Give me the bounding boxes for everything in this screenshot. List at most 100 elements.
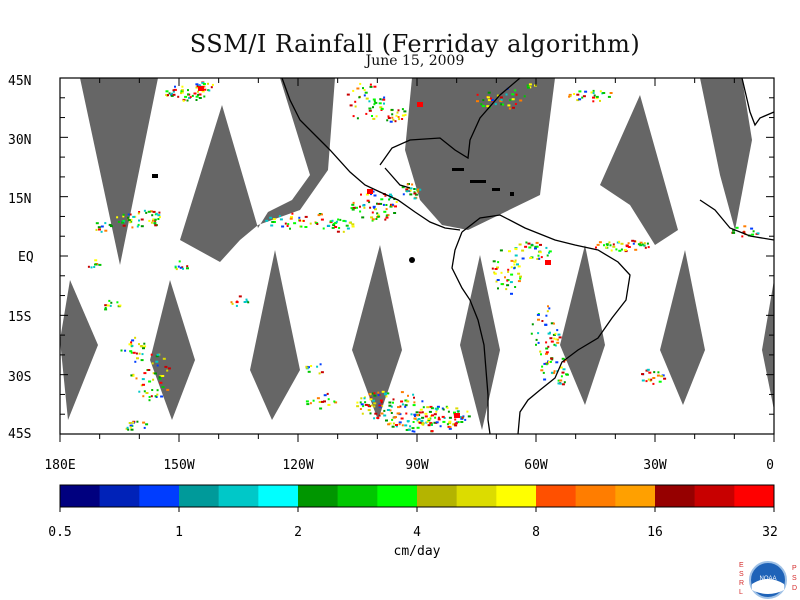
rain-pixel xyxy=(161,375,165,377)
rain-pixel xyxy=(413,430,416,433)
rain-pixel xyxy=(430,423,433,426)
rain-pixel xyxy=(352,201,355,204)
rain-pixel xyxy=(179,266,182,269)
rain-pixel xyxy=(373,194,377,197)
rain-pixel xyxy=(128,343,132,346)
rain-pixel xyxy=(555,338,558,341)
rain-pixel xyxy=(95,228,98,231)
rain-pixel xyxy=(595,95,599,98)
rain-pixel xyxy=(545,341,548,344)
rain-pixel xyxy=(544,323,548,326)
rain-pixel xyxy=(127,219,131,222)
rain-pixel xyxy=(377,202,380,205)
rain-pixel xyxy=(561,383,565,386)
coastline-segment xyxy=(741,77,775,127)
rain-pixel xyxy=(167,367,171,370)
colorbar-swatch xyxy=(337,485,378,507)
rain-pixel xyxy=(565,373,569,376)
rain-pixel xyxy=(159,381,163,384)
rain-pixel xyxy=(547,332,551,335)
rain-pixel xyxy=(318,213,322,215)
rain-pixel xyxy=(380,109,383,111)
rain-pixel xyxy=(434,416,437,419)
island xyxy=(152,174,158,178)
rain-pixel xyxy=(279,218,283,221)
rain-pixel xyxy=(333,400,336,403)
rain-pixel xyxy=(400,417,404,420)
rain-pixel xyxy=(316,365,319,368)
rain-pixel xyxy=(348,221,352,224)
rain-pixel xyxy=(517,272,521,275)
rain-pixel xyxy=(319,363,322,366)
rain-pixel xyxy=(351,223,355,226)
rain-pixel xyxy=(607,95,611,98)
rain-pixel xyxy=(525,241,528,244)
chart-subtitle: June 15, 2009 xyxy=(365,53,465,69)
rain-pixel xyxy=(453,423,456,426)
rain-pixel xyxy=(127,428,130,431)
rain-pixel xyxy=(508,107,511,110)
rain-pixel xyxy=(536,258,540,260)
rain-pixel xyxy=(514,247,518,250)
rain-pixel xyxy=(153,222,157,225)
rain-pixel xyxy=(289,217,293,220)
rain-pixel xyxy=(553,343,556,346)
rain-pixel xyxy=(416,188,420,191)
colorbar-swatch xyxy=(99,485,140,507)
rain-pixel xyxy=(387,423,391,426)
rain-pixel xyxy=(359,210,362,213)
rain-pixel xyxy=(386,214,390,217)
rain-pixel xyxy=(425,421,428,424)
rain-pixel xyxy=(182,267,184,270)
rain-pixel xyxy=(618,249,622,252)
rain-pixel xyxy=(378,403,381,406)
rain-pixel xyxy=(460,417,464,420)
rain-pixel xyxy=(639,241,643,244)
rain-pixel xyxy=(385,395,388,398)
rain-pixel xyxy=(147,369,151,371)
map-ticks xyxy=(59,77,775,442)
rain-pixel xyxy=(545,347,549,350)
rain-pixel xyxy=(359,408,362,410)
rain-pixel xyxy=(372,190,375,193)
rain-pixel xyxy=(386,409,390,411)
rain-pixel xyxy=(413,413,417,416)
rain-pixel xyxy=(557,382,560,385)
rain-pixel xyxy=(608,241,611,244)
rain-pixel xyxy=(230,301,233,304)
rain-pixel xyxy=(207,89,210,92)
rain-pixel xyxy=(526,84,529,87)
rain-pixel xyxy=(198,93,202,96)
rain-pixel xyxy=(158,377,162,380)
rain-pixel xyxy=(578,98,582,101)
rain-pixel xyxy=(156,389,159,392)
rain-pixel xyxy=(327,224,331,227)
colorbar-swatch xyxy=(456,485,497,507)
rain-pixel xyxy=(391,425,395,428)
rain-pixel xyxy=(392,118,395,121)
rain-pixel xyxy=(603,244,605,247)
rain-pixel xyxy=(497,287,499,290)
rain-pixel xyxy=(154,395,157,398)
rain-pixel xyxy=(553,371,556,374)
rain-pixel xyxy=(337,218,340,221)
rain-pixel xyxy=(140,218,144,221)
rain-pixel xyxy=(412,393,415,396)
rain-pixel xyxy=(446,423,449,426)
rain-pixel xyxy=(538,257,541,260)
rain-pixel xyxy=(143,345,147,348)
rain-pixel xyxy=(537,254,540,257)
rain-pixel xyxy=(372,205,376,208)
rain-pixel xyxy=(201,81,205,84)
rain-pixel xyxy=(155,360,159,363)
rain-pixel xyxy=(197,93,200,96)
rain-pixel xyxy=(751,233,755,236)
colorbar-tick-label: 4 xyxy=(413,525,421,540)
rain-pixel xyxy=(549,360,552,363)
rain-pixel xyxy=(535,241,539,244)
rain-pixel xyxy=(413,188,416,190)
rain-pixel xyxy=(590,91,594,94)
rain-pixel xyxy=(592,96,595,99)
rain-pixel xyxy=(422,423,425,426)
rain-pixel xyxy=(307,370,311,373)
